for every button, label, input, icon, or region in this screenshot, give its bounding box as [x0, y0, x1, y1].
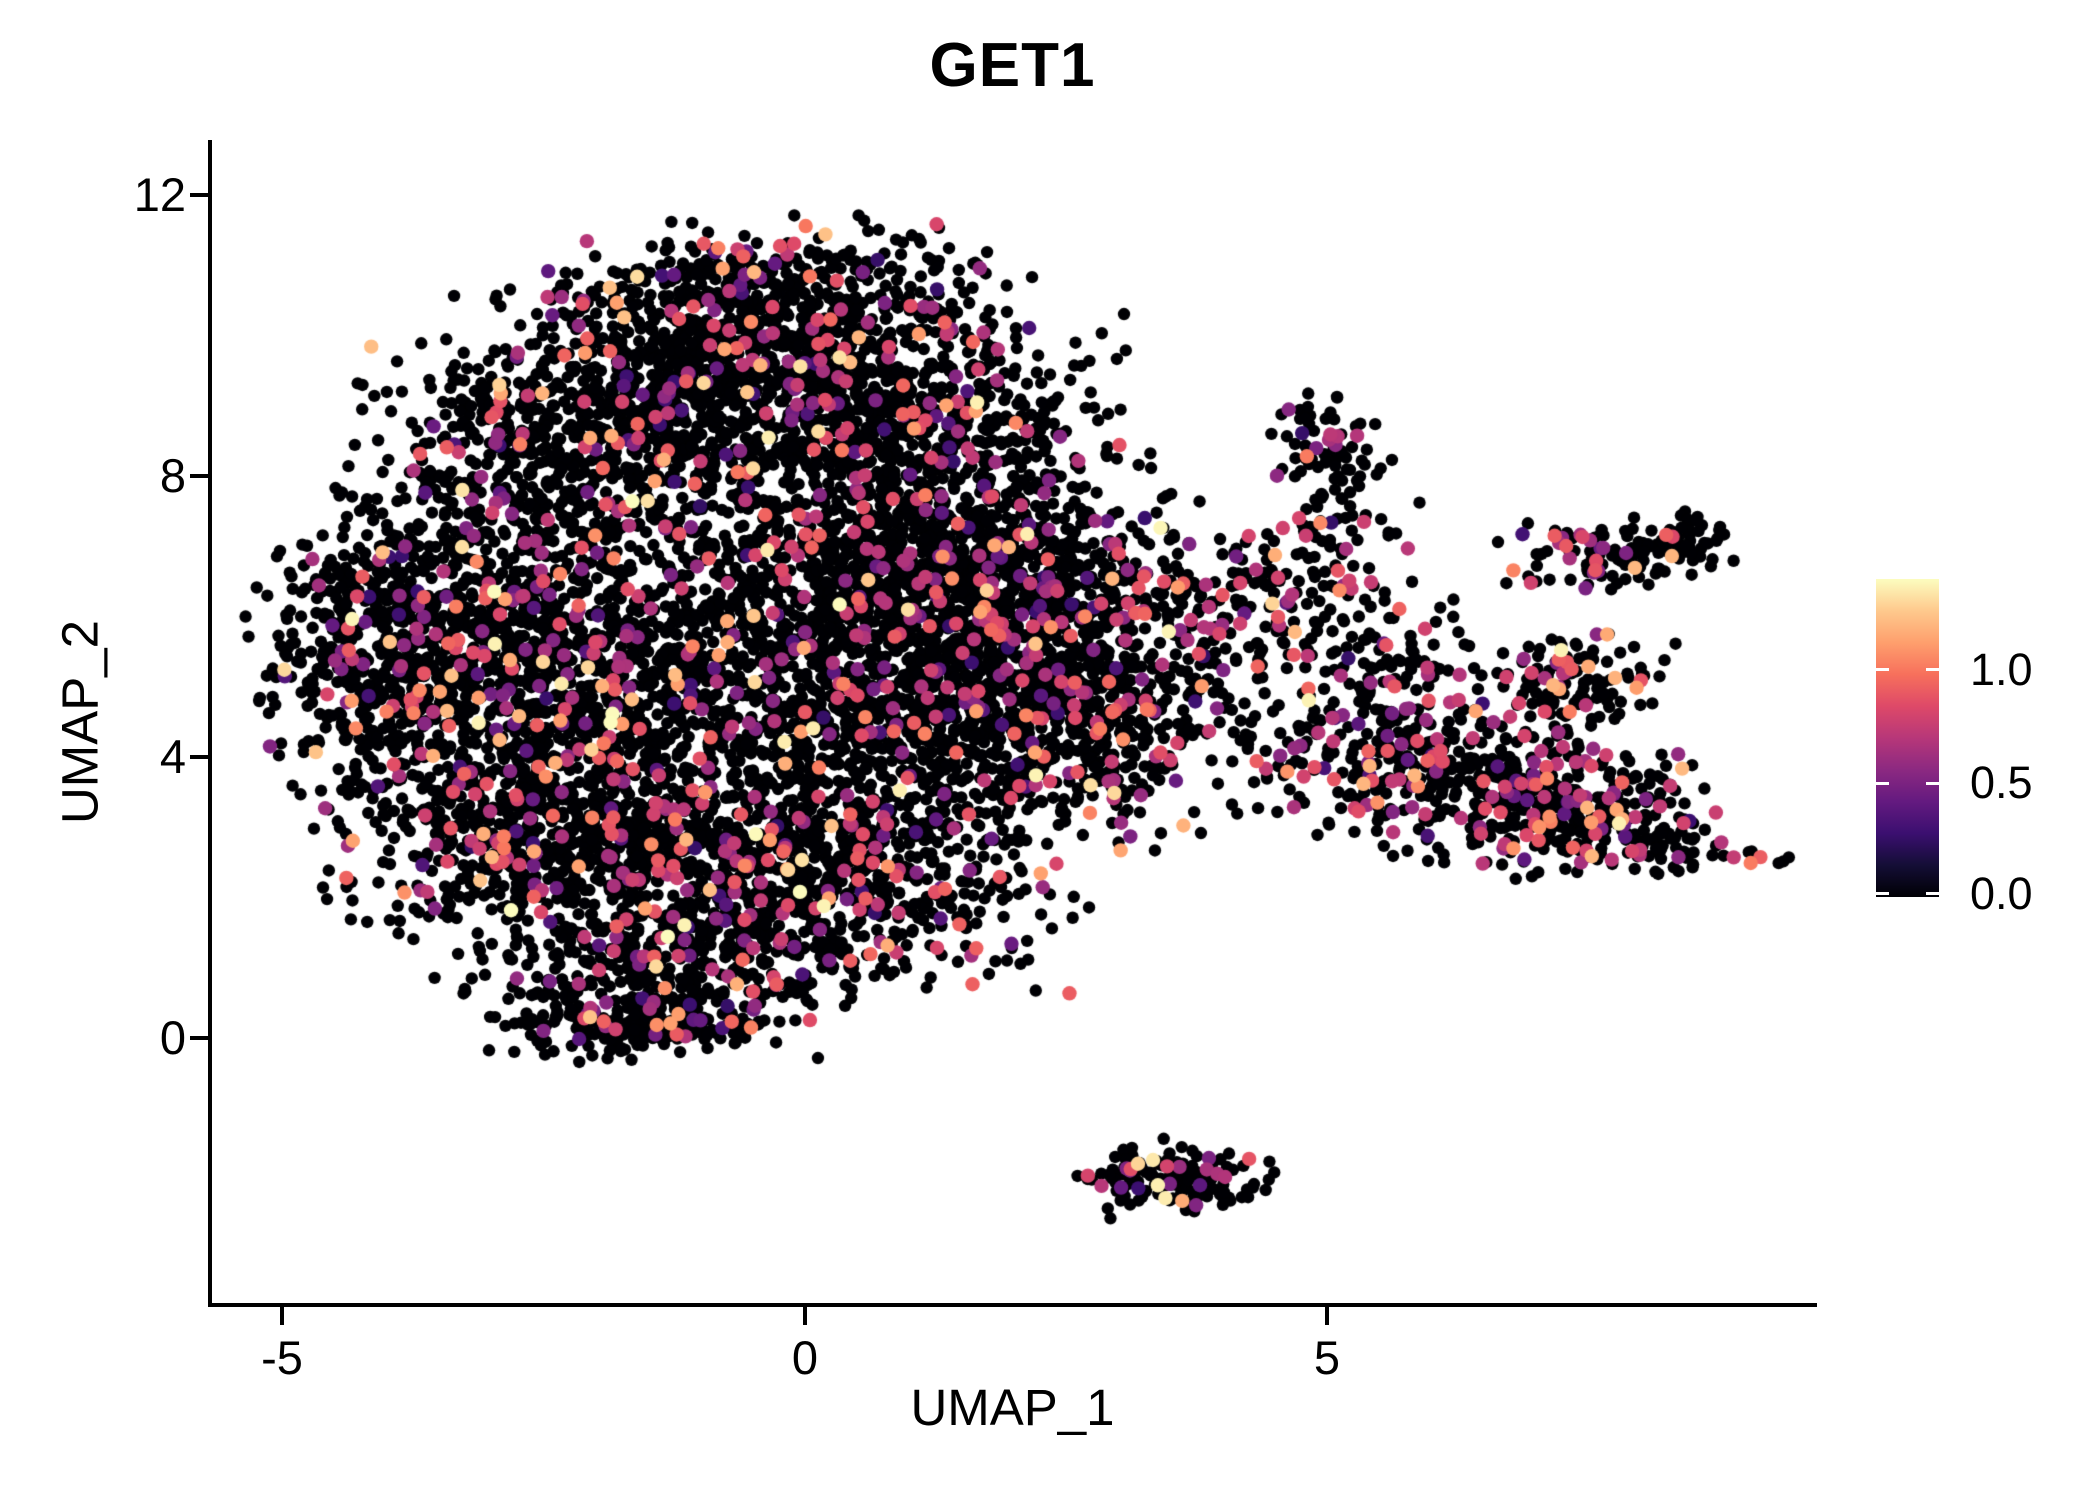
- colorbar-tick-mark: [1926, 782, 1939, 785]
- y-axis-line: [208, 140, 212, 1307]
- colorbar-tick-label: 0.0: [1970, 868, 2033, 919]
- y-axis-label: UMAP_2: [51, 619, 109, 825]
- y-tick: [190, 193, 208, 197]
- y-tick-label: 0: [159, 1011, 186, 1064]
- x-tick: [1325, 1307, 1329, 1325]
- colorbar-gradient: [1876, 579, 1939, 897]
- y-tick-label: 4: [159, 730, 186, 783]
- x-tick-label: -5: [261, 1331, 303, 1384]
- colorbar-tick-mark: [1876, 668, 1889, 671]
- colorbar-tick-mark: [1876, 782, 1889, 785]
- x-axis-label: UMAP_1: [910, 1379, 1115, 1436]
- plot-title: GET1: [929, 31, 1096, 100]
- colorbar-tick-label: 0.5: [1970, 757, 2033, 808]
- y-tick-label: 12: [133, 168, 186, 221]
- colorbar-tick-mark: [1876, 892, 1889, 895]
- x-tick: [280, 1307, 284, 1325]
- y-tick-label: 8: [159, 449, 186, 502]
- colorbar-tick-mark: [1926, 892, 1939, 895]
- x-axis-line: [208, 1303, 1817, 1307]
- colorbar-tick-mark: [1926, 668, 1939, 671]
- y-tick: [190, 755, 208, 759]
- x-tick-label: 5: [1313, 1331, 1341, 1384]
- x-tick: [803, 1307, 807, 1325]
- colorbar-tick-label: 1.0: [1970, 644, 2033, 695]
- y-tick: [190, 1036, 208, 1040]
- x-tick-label: 0: [791, 1331, 819, 1384]
- y-tick: [190, 474, 208, 478]
